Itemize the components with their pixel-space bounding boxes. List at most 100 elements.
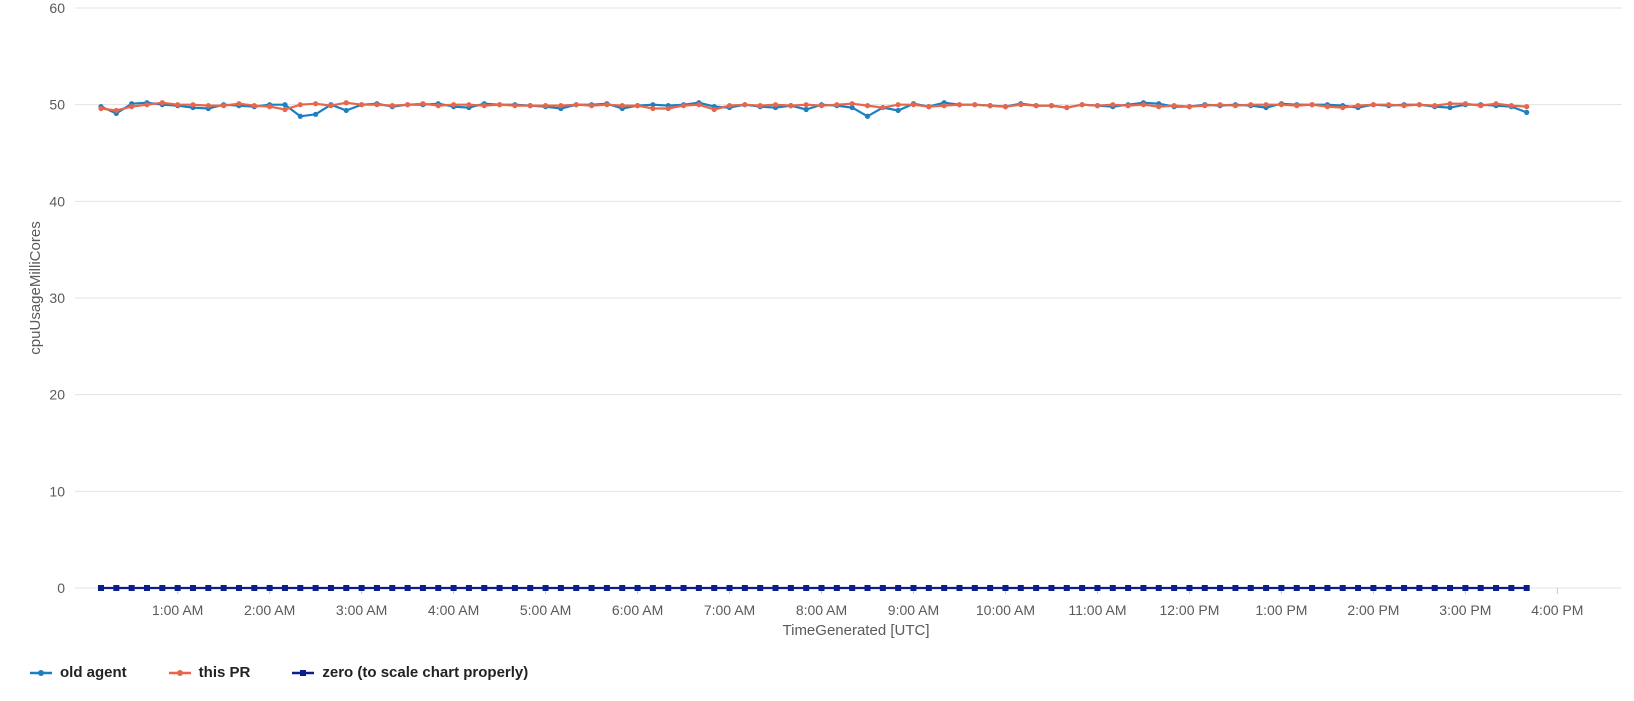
data-point [251,585,258,591]
x-tick-label: 9:00 AM [888,602,939,618]
data-point [880,104,886,111]
data-point [1324,104,1330,110]
data-point [1416,102,1422,108]
data-point [1263,585,1270,591]
data-point [267,104,273,110]
x-tick-label: 1:00 PM [1255,602,1307,618]
x-tick-label: 11:00 AM [1068,602,1126,618]
data-point [1523,585,1530,591]
data-point [1171,103,1177,109]
data-point [1462,101,1468,107]
data-point [864,103,871,109]
data-point [557,585,564,591]
data-point [573,585,580,591]
x-tick-label: 12:00 PM [1159,602,1219,618]
data-point [1110,102,1116,108]
data-point [1416,585,1423,591]
data-point [1232,585,1239,591]
data-point [281,585,288,591]
data-point [1048,103,1055,109]
data-point [1309,585,1316,591]
data-point [833,585,840,591]
data-point [359,102,365,108]
data-point [282,106,288,113]
legend-swatch-this-pr [168,669,191,676]
data-point [282,102,288,108]
y-tick-label-0: 0 [57,580,65,596]
data-point [512,103,518,109]
data-point [1217,102,1223,108]
data-point [419,585,426,591]
data-point [956,102,963,108]
data-point [818,103,825,109]
data-point [1447,104,1453,111]
data-point [1355,585,1362,591]
data-point [926,104,932,110]
legend-label-zero: zero (to scale chart properly) [322,664,529,681]
data-point [113,585,120,591]
data-point [1094,585,1101,591]
legend-item-this-pr[interactable]: this PR [168,664,250,681]
x-tick-label: 2:00 AM [244,602,295,618]
y-axis-ticks: 0 10 20 30 40 50 60 [49,0,65,596]
x-tick-label: 4:00 AM [428,602,479,618]
data-point [1355,103,1361,109]
data-point [972,102,978,108]
data-point [1278,585,1285,591]
data-point [542,585,549,591]
data-point [1186,585,1193,591]
data-point [803,585,810,591]
data-point [1109,585,1116,591]
gridlines [75,7,1622,589]
x-tick-label: 5:00 AM [520,602,571,618]
data-point [772,585,779,591]
data-point [389,585,396,591]
line-chart: 0 10 20 30 40 50 60 1:00 AM 2:00 AM 3:00 AM 4:00 … [27,0,1622,639]
y-tick-label-40: 40 [49,193,65,209]
data-point [910,585,917,591]
series-group [98,100,1530,591]
data-point [1447,101,1453,107]
data-point [496,585,503,591]
data-point [1247,585,1254,591]
x-axis-title: TimeGenerated [UTC] [783,622,930,639]
data-point [235,585,242,591]
data-point [895,107,901,114]
data-point [803,102,809,108]
data-point [895,102,901,108]
data-point [1202,103,1208,109]
y-axis-title: cpuUsageMilliCores [27,221,44,354]
legend-swatch-zero [292,669,315,676]
data-point [1447,585,1454,591]
data-point [1232,103,1239,109]
data-point [1048,585,1055,591]
y-tick-label-30: 30 [49,290,65,306]
data-point [665,105,671,112]
data-point [236,101,242,107]
data-point [1309,102,1315,108]
data-point [313,101,319,107]
data-point [787,585,794,591]
data-point [129,104,135,110]
x-tick-label: 2:00 PM [1347,602,1399,618]
data-point [113,107,119,114]
data-point [1385,585,1392,591]
data-point [190,102,196,108]
data-point [1340,104,1346,111]
data-point [741,585,748,591]
data-point [1339,585,1346,591]
x-axis-ticks: 1:00 AM 2:00 AM 3:00 AM 4:00 AM 5:00 AM 6:00 … [152,588,1583,618]
legend-swatch-old-agent [30,669,52,676]
data-point [1201,585,1208,591]
data-point [435,585,442,591]
legend-item-old-agent[interactable]: old agent [30,664,127,681]
data-point [435,103,441,109]
data-point [266,585,273,591]
data-point [680,585,687,591]
data-point [695,585,702,591]
data-point [604,102,610,108]
series-this-pr [98,100,1530,114]
data-point [1370,102,1376,108]
data-point [619,585,626,591]
legend-item-zero[interactable]: zero (to scale chart properly) [292,664,528,681]
